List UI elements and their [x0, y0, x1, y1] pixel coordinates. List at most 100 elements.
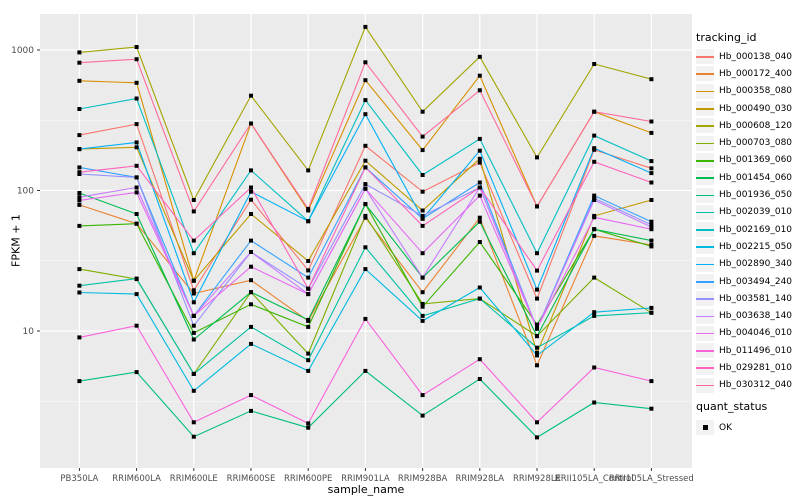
data-point [592, 109, 597, 114]
data-point [649, 130, 654, 135]
data-point [134, 185, 139, 190]
data-point [249, 212, 253, 216]
legend-key [696, 83, 714, 99]
y-tick-label: 10 [23, 327, 35, 337]
data-point [535, 345, 539, 350]
x-tick-label: RRIM600PE [284, 474, 332, 484]
y-tick-label: 100 [17, 187, 34, 197]
data-point [420, 304, 425, 309]
data-point [134, 276, 139, 281]
data-point [77, 165, 82, 170]
data-point [363, 165, 368, 170]
legend-entry: Hb_001369_060 [696, 152, 792, 169]
data-point [535, 353, 539, 358]
data-point [249, 393, 253, 398]
legend-label: Hb_002039_010 [719, 207, 793, 218]
legend-entry: Hb_011496_010 [696, 342, 792, 359]
legend-key [696, 274, 714, 289]
legend-line-icon [696, 367, 714, 370]
y-tick-label: 1000 [11, 46, 34, 56]
legend-line-icon [696, 142, 714, 145]
data-point [191, 434, 196, 439]
data-point [649, 244, 654, 249]
legend-entry: Hb_003494_240 [696, 273, 792, 290]
legend-label: Hb_002169_010 [719, 224, 793, 235]
data-point [191, 323, 196, 328]
data-point [477, 185, 482, 190]
data-point [477, 148, 482, 153]
data-point [363, 267, 368, 272]
data-point [535, 296, 539, 301]
legend-label: Hb_011496_010 [719, 345, 793, 356]
data-point [77, 170, 82, 175]
data-point [649, 119, 654, 124]
legend-line-icon [696, 332, 714, 335]
data-point [363, 368, 368, 373]
ok-square-icon [702, 425, 708, 431]
data-point [249, 189, 253, 194]
legend-label: Hb_000490_030 [719, 103, 793, 114]
data-point [77, 147, 82, 152]
legend-key-ok [696, 420, 714, 436]
data-point [249, 341, 253, 346]
data-point [134, 221, 139, 226]
legend-label: Hb_030312_040 [719, 380, 793, 391]
data-point [420, 148, 425, 153]
data-point [535, 251, 539, 256]
data-point [306, 268, 311, 273]
data-point [535, 334, 539, 339]
legend-label: Hb_000172_400 [719, 68, 793, 79]
data-point [249, 93, 253, 98]
legend-label: Hb_001454_060 [719, 172, 793, 183]
legend-key [696, 49, 714, 65]
legend-line-icon [696, 384, 714, 387]
data-point [77, 223, 82, 228]
legend-key [696, 101, 714, 117]
data-point [420, 134, 425, 139]
data-point [134, 45, 139, 49]
legend-quant-status: OK [696, 419, 732, 436]
data-point [77, 78, 82, 83]
data-point [134, 292, 139, 297]
data-point [535, 155, 539, 160]
x-tick-label: RRII105LA_Stressed [609, 474, 694, 484]
legend-title-quant-status: quant_status [696, 400, 768, 413]
legend-label: Hb_000358_080 [719, 86, 793, 97]
legend-label: Hb_001936_050 [719, 190, 793, 201]
legend-line-icon [696, 246, 714, 248]
data-point [249, 238, 253, 243]
data-point [420, 301, 425, 306]
legend-entry: Hb_000703_080 [696, 134, 792, 151]
data-point [363, 202, 368, 207]
legend-entry: Hb_000608_120 [696, 117, 792, 134]
data-point [420, 223, 425, 228]
data-point [535, 204, 539, 209]
x-tick-label: RRIM901LA [341, 474, 390, 484]
data-point [77, 191, 82, 195]
legend-label: Hb_004046_010 [719, 328, 793, 339]
legend-label: Hb_000608_120 [719, 120, 793, 131]
legend-entry: Hb_000138_040 [696, 48, 792, 65]
data-point [134, 122, 139, 127]
data-point [134, 190, 139, 195]
x-tick-label: RRIM928LE [513, 474, 561, 484]
data-point [649, 305, 654, 310]
data-point [420, 208, 425, 213]
data-point [134, 323, 139, 328]
y-axis-title: FPKM + 1 [9, 214, 23, 267]
legend-label-ok: OK [719, 422, 732, 433]
data-point [477, 193, 482, 198]
data-point [191, 371, 196, 376]
data-point [535, 350, 539, 355]
data-point [249, 197, 253, 202]
legend-line-icon [696, 281, 714, 283]
data-point [592, 233, 597, 238]
data-point [134, 145, 139, 150]
data-point [306, 421, 311, 426]
data-point [477, 296, 482, 301]
data-point [134, 370, 139, 375]
legend-key [696, 187, 714, 203]
legend-line-icon [696, 298, 714, 300]
data-point [191, 330, 196, 335]
data-point [363, 186, 368, 191]
